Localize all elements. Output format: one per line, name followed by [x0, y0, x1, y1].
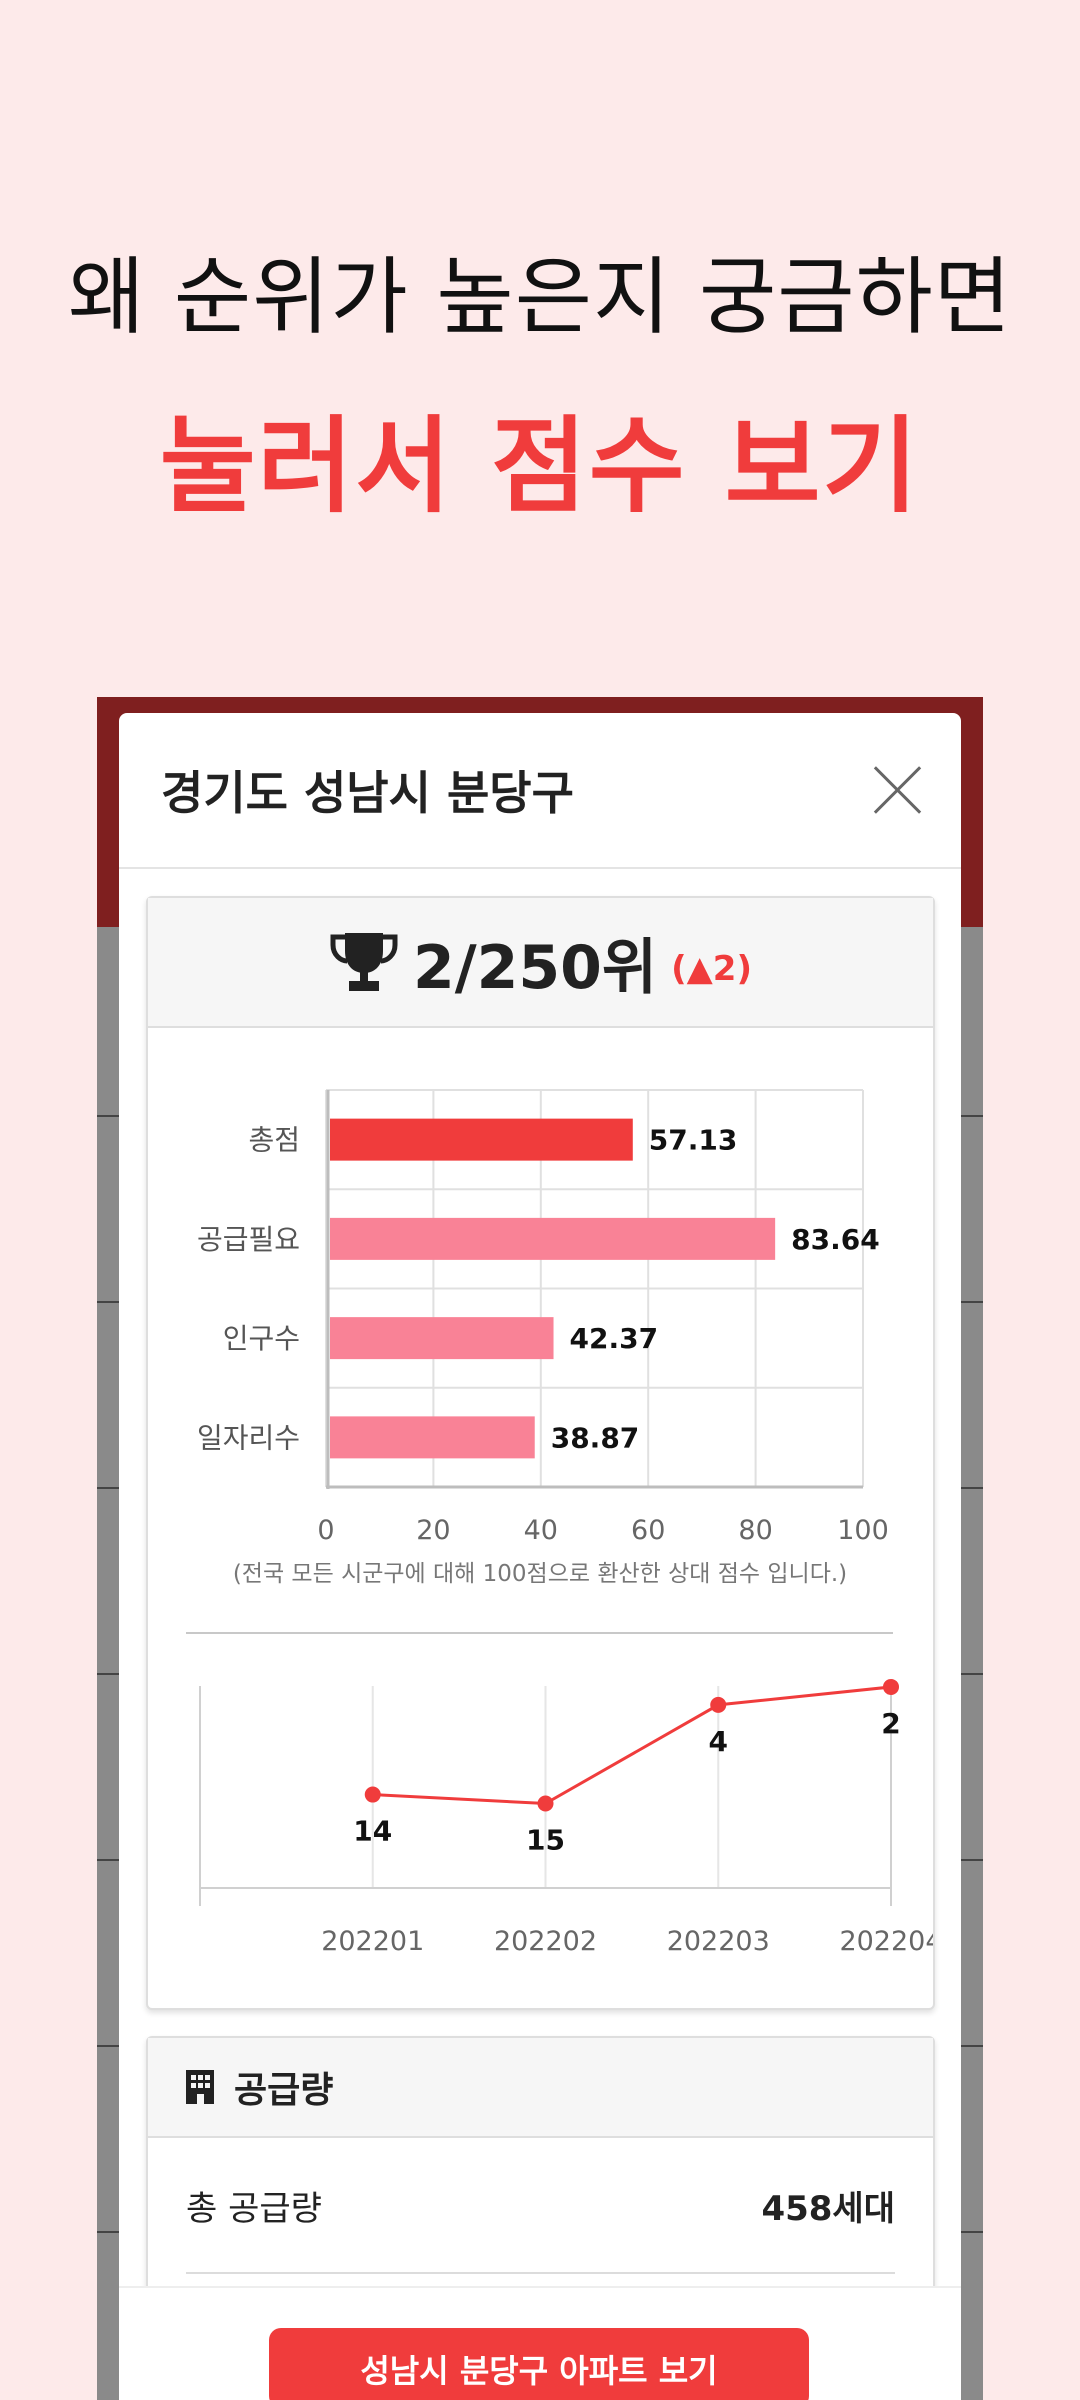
supply-row-total: 총 공급량 458세대 [186, 2138, 895, 2274]
bottom-action-bar: 성남시 분당구 아파트 보기 [119, 2286, 961, 2400]
x-tick-label: 202202 [494, 1926, 597, 1957]
view-apartments-button[interactable]: 성남시 분당구 아파트 보기 [269, 2328, 809, 2400]
bar-value-label: 57.13 [649, 1124, 738, 1157]
category-label: 일자리수 [197, 1421, 300, 1454]
x-tick-label: 202203 [667, 1926, 770, 1957]
x-tick-label: 100 [837, 1515, 889, 1546]
headline-line2: 눌러서 점수 보기 [159, 405, 921, 527]
supply-header: 공급량 [148, 2038, 933, 2138]
rank-point-202203 [710, 1696, 727, 1713]
score-bar-chart: 0 20 40 60 80 100 총점 57.13 공급필요 83.64 인구수 42.37 일자리수… [197, 1089, 889, 1587]
rank-point-202201 [364, 1786, 381, 1803]
supply-title: 공급량 [234, 2070, 334, 2111]
rank-point-202204 [883, 1678, 899, 1695]
x-tick-label: 20 [416, 1515, 450, 1546]
rank-trend-line [372, 1685, 892, 1806]
bar-4 [330, 1416, 535, 1459]
modal-title: 경기도 성남시 분당구 [161, 766, 574, 820]
headline: 왜 순위가 높은지 궁금하면 눌러서 점수 보기 [0, 230, 1080, 532]
x-tick-label: 60 [631, 1515, 665, 1546]
category-label: 공급필요 [197, 1223, 300, 1256]
bar-value-label: 83.64 [791, 1223, 880, 1256]
category-label: 인구수 [223, 1322, 300, 1355]
x-tick-label: 202201 [321, 1926, 424, 1957]
x-tick-label: 40 [524, 1515, 558, 1546]
rank-value: 2/250위 [413, 932, 658, 1003]
rank-card: 2/250위 (▲2) 0 20 40 60 80 100 총점 57.13 공급필요 83.64… [146, 896, 935, 2010]
rank-point-label: 4 [709, 1725, 728, 1758]
trophy-icon [330, 933, 398, 991]
chart-note: (전국 모든 시군구에 대해 100점으로 환산한 상대 점수 입니다.) [233, 1561, 847, 1587]
x-tick-label: 0 [317, 1515, 334, 1546]
region-detail-modal: 경기도 성남시 분당구 2/250위 (▲2) 0 20 40 60 80 100 총점 57… [119, 713, 961, 2400]
bar-3 [330, 1317, 554, 1360]
chart-divider [186, 1632, 893, 1634]
bar-value-label: 42.37 [570, 1322, 659, 1355]
bar-value-label: 38.87 [551, 1421, 640, 1454]
x-tick-label: 202204 [839, 1926, 933, 1957]
x-tick-label: 80 [738, 1515, 772, 1546]
building-icon [186, 2070, 214, 2104]
rank-change: (▲2) [671, 949, 752, 989]
rank-point-202202 [537, 1795, 554, 1812]
rank-trend-chart: 14 202201 15 202202 4 202203 2 202204 [199, 1678, 933, 1957]
rank-point-label: 14 [353, 1815, 392, 1848]
close-icon[interactable] [869, 762, 925, 818]
modal-header: 경기도 성남시 분당구 [119, 713, 961, 869]
supply-total-label: 총 공급량 [186, 2188, 322, 2229]
headline-line1: 왜 순위가 높은지 궁금하면 [67, 248, 1013, 346]
rank-point-label: 2 [881, 1707, 900, 1740]
supply-total-value: 458세대 [761, 2188, 895, 2229]
category-label: 총점 [248, 1124, 300, 1157]
rank-header: 2/250위 (▲2) [148, 898, 933, 1028]
bar-1 [330, 1118, 633, 1161]
bar-2 [330, 1217, 776, 1260]
rank-point-label: 15 [526, 1824, 565, 1857]
